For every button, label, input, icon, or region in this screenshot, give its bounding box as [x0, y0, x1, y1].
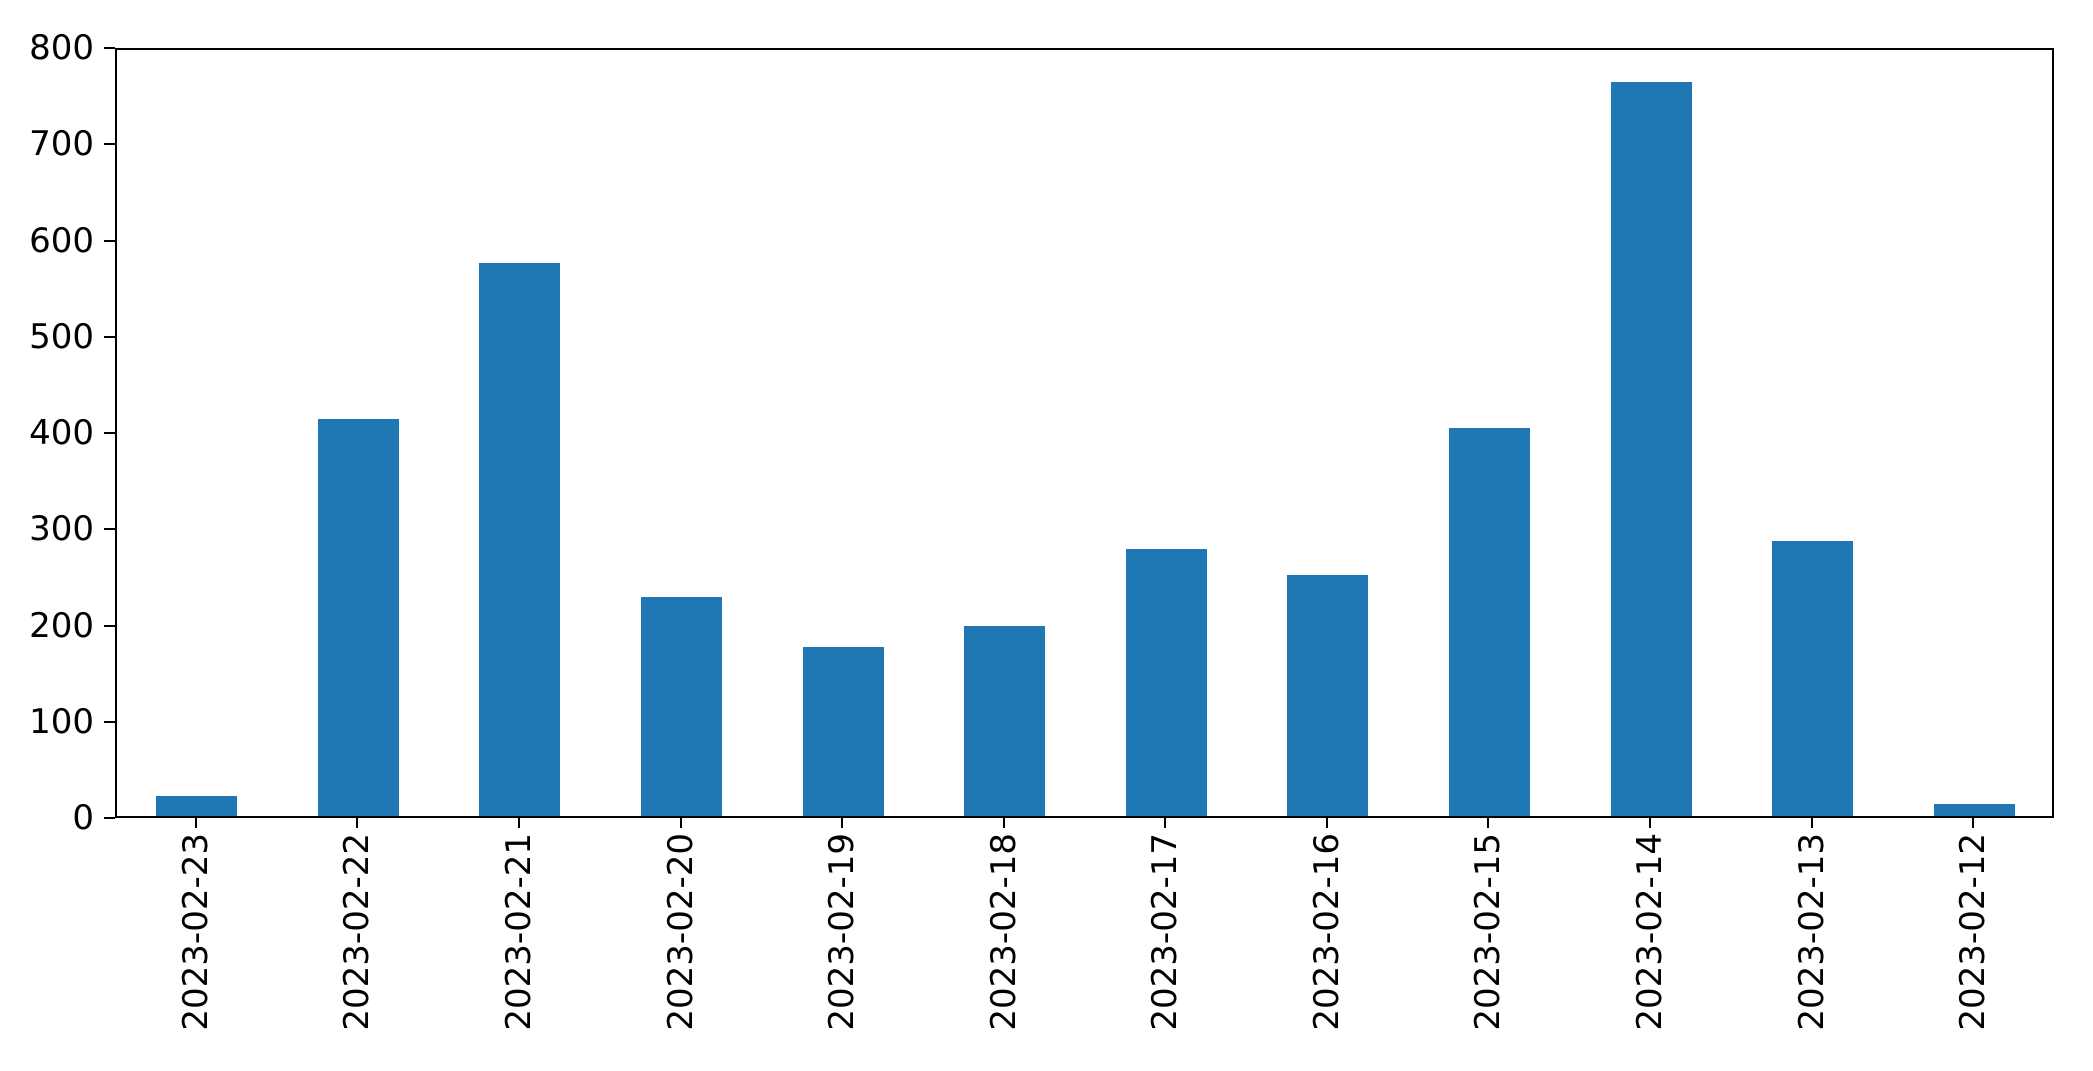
x-tick-2023-02-19 — [841, 818, 844, 828]
x-tick-label-2023-02-17: 2023-02-17 — [1145, 833, 1186, 1031]
bar-2023-02-21 — [479, 262, 561, 816]
plot-area — [115, 48, 2054, 818]
x-tick-label-2023-02-22: 2023-02-22 — [337, 833, 378, 1031]
bar-2023-02-15 — [1448, 428, 1530, 816]
y-tick-label-200: 200 — [29, 605, 94, 646]
x-tick-label-2023-02-18: 2023-02-18 — [983, 833, 1024, 1031]
y-tick-400 — [104, 432, 115, 434]
y-tick-700 — [104, 143, 115, 146]
x-tick-2023-02-15 — [1487, 818, 1490, 828]
bar-2023-02-23 — [156, 795, 238, 816]
y-tick-label-100: 100 — [29, 701, 94, 742]
x-tick-label-2023-02-15: 2023-02-15 — [1468, 833, 1509, 1031]
x-tick-label-2023-02-19: 2023-02-19 — [822, 833, 863, 1031]
bar-2023-02-18 — [964, 626, 1046, 816]
x-tick-2023-02-14 — [1649, 818, 1652, 828]
y-tick-label-0: 0 — [72, 798, 94, 838]
x-tick-label-2023-02-16: 2023-02-16 — [1306, 833, 1347, 1031]
x-tick-label-2023-02-20: 2023-02-20 — [660, 833, 701, 1031]
x-tick-2023-02-13 — [1810, 818, 1813, 828]
y-tick-label-500: 500 — [29, 316, 94, 357]
x-tick-2023-02-16 — [1325, 818, 1328, 828]
y-tick-label-600: 600 — [29, 220, 94, 261]
y-tick-500 — [104, 335, 115, 338]
bar-2023-02-20 — [641, 596, 723, 816]
y-tick-label-400: 400 — [29, 413, 94, 453]
y-tick-label-700: 700 — [29, 124, 94, 165]
y-tick-100 — [104, 720, 115, 723]
x-tick-label-2023-02-23: 2023-02-23 — [175, 833, 216, 1031]
bar-2023-02-12 — [1933, 804, 2015, 816]
x-tick-2023-02-17 — [1164, 818, 1167, 828]
y-tick-label-800: 800 — [29, 28, 94, 68]
x-tick-2023-02-23 — [194, 818, 197, 828]
x-tick-2023-02-21 — [517, 818, 520, 828]
bar-2023-02-16 — [1287, 575, 1369, 816]
x-tick-label-2023-02-14: 2023-02-14 — [1630, 833, 1671, 1031]
y-tick-label-300: 300 — [29, 509, 94, 550]
y-tick-0 — [104, 817, 115, 819]
x-tick-2023-02-22 — [356, 818, 359, 828]
bar-2023-02-19 — [802, 646, 884, 816]
bar-2023-02-17 — [1125, 549, 1207, 816]
y-tick-600 — [104, 239, 115, 242]
y-tick-300 — [104, 528, 115, 531]
x-tick-label-2023-02-13: 2023-02-13 — [1791, 833, 1832, 1031]
x-tick-label-2023-02-12: 2023-02-12 — [1953, 833, 1994, 1031]
bar-2023-02-22 — [317, 418, 399, 816]
y-tick-800 — [104, 47, 115, 49]
bar-2023-02-13 — [1772, 540, 1854, 816]
x-tick-2023-02-18 — [1002, 818, 1005, 828]
x-tick-2023-02-20 — [679, 818, 682, 828]
x-tick-2023-02-12 — [1972, 818, 1975, 828]
y-tick-200 — [104, 624, 115, 627]
x-tick-label-2023-02-21: 2023-02-21 — [498, 833, 539, 1031]
bar-2023-02-14 — [1610, 81, 1692, 816]
